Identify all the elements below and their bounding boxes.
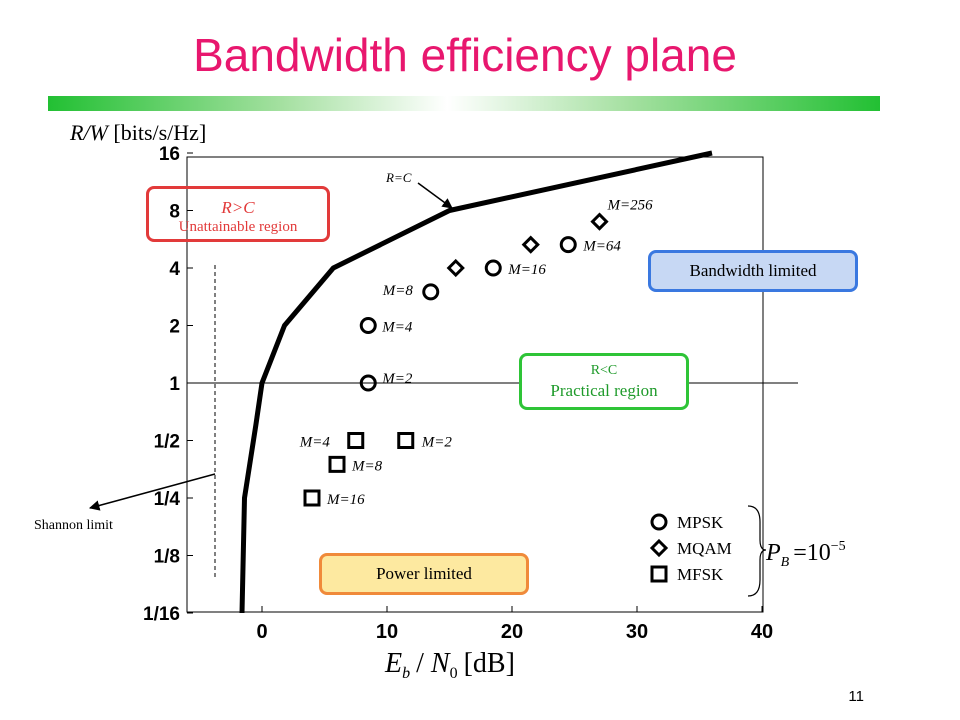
- unattainable-label: Unattainable region: [178, 219, 298, 235]
- practical-region-box: R<C Practical region: [519, 353, 689, 410]
- mpsk-point: [484, 259, 502, 277]
- x-tick-label: 30: [626, 621, 648, 643]
- pb-condition: PB =10−5: [765, 539, 846, 570]
- page-number: 11: [848, 688, 864, 705]
- slide-title: Bandwidth efficiency plane: [193, 29, 737, 81]
- x-tick-label: 0: [256, 621, 267, 643]
- mfsk-point-label: M=16: [326, 492, 365, 508]
- mfsk-point-label: M=2: [421, 435, 453, 451]
- legend-circle-icon: [650, 513, 668, 531]
- legend-label: MPSK: [677, 513, 724, 532]
- mfsk-point: [303, 489, 321, 507]
- mpsk-point: [422, 283, 440, 301]
- y-tick-label: 8: [169, 202, 180, 223]
- x-tick-label: 10: [376, 621, 398, 643]
- y-tick-label: 1/16: [143, 604, 180, 625]
- legend-label: MFSK: [677, 565, 724, 584]
- mpsk-point: [559, 236, 577, 254]
- bandwidth-limited-label: Bandwidth limited: [689, 261, 817, 280]
- y-axis-label: R/W [bits/s/Hz]: [69, 120, 206, 145]
- y-tick-label: 1/2: [154, 432, 180, 453]
- mqam-point: [446, 258, 465, 278]
- practical-condition: R<C: [590, 363, 618, 378]
- mfsk-point: [347, 432, 365, 449]
- legend-diamond-icon: [649, 538, 669, 558]
- capacity-curve-label: R=C: [385, 170, 412, 185]
- legend-label: MQAM: [677, 539, 732, 558]
- y-tick-label: 2: [169, 317, 180, 338]
- mqam-point-label: M=256: [607, 198, 654, 214]
- y-tick-label: 1/8: [154, 547, 180, 568]
- x-tick-label: 40: [751, 621, 773, 643]
- practical-label: Practical region: [550, 381, 658, 400]
- shannon-limit-label: Shannon limit: [34, 518, 113, 533]
- mfsk-point-label: M=4: [299, 435, 331, 451]
- mpsk-point-label: M=64: [582, 239, 621, 255]
- mpsk-point-label: M=2: [381, 371, 413, 387]
- title-underline: [48, 96, 880, 111]
- mqam-point: [521, 235, 540, 254]
- legend-square-icon: [650, 565, 668, 583]
- mpsk-point-label: M=8: [382, 283, 414, 299]
- mqam-point: [590, 212, 609, 231]
- shannon-limit-arrow: [88, 473, 216, 511]
- x-tick-label: 20: [501, 621, 523, 643]
- mpsk-point: [359, 317, 377, 334]
- unattainable-condition: R>C: [221, 198, 255, 217]
- mpsk-point: [359, 374, 377, 392]
- power-limited-label: Power limited: [376, 564, 472, 583]
- mfsk-point-label: M=8: [351, 458, 383, 474]
- bandwidth-limited-box: Bandwidth limited: [648, 250, 858, 292]
- mpsk-point-label: M=16: [507, 262, 546, 278]
- capacity-curve-arrow: [417, 182, 453, 209]
- power-limited-box: Power limited: [319, 553, 529, 595]
- mfsk-point: [328, 455, 346, 473]
- y-tick-label: 16: [159, 144, 180, 165]
- y-tick-label: 4: [169, 259, 180, 280]
- x-axis-label: Eb / N0 [dB]: [384, 648, 515, 682]
- unattainable-region-box: R>C Unattainable region: [146, 186, 330, 242]
- mpsk-point-label: M=4: [381, 320, 413, 336]
- capacity-curve: [239, 150, 713, 614]
- y-tick-label: 1/4: [154, 489, 181, 510]
- y-tick-label: 1: [169, 374, 180, 395]
- legend-brace: [747, 505, 767, 597]
- mfsk-point: [397, 432, 415, 449]
- plot-frame: [186, 156, 764, 613]
